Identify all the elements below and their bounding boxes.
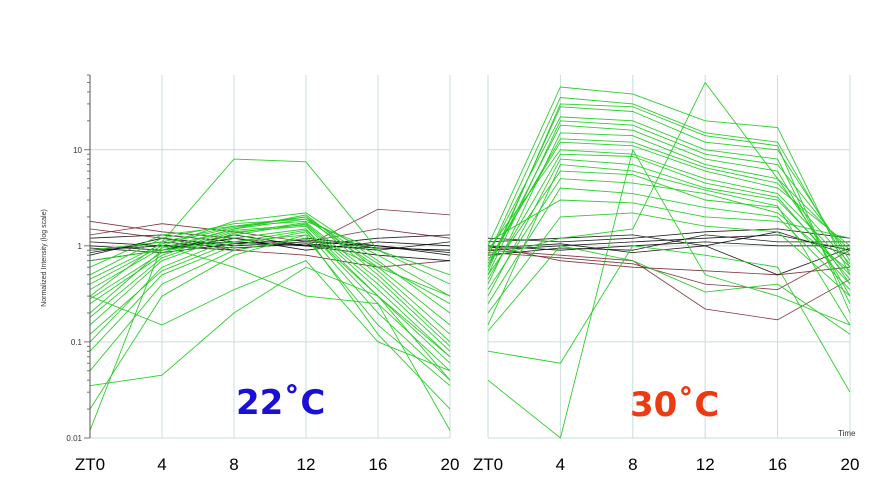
series-line-green [487,212,851,314]
series-line-green [487,178,851,290]
y-tick-label: 10 [73,146,82,155]
series-line-green [89,260,451,372]
x-tick-label: 4 [157,455,166,474]
series-line-green [487,81,851,285]
x-axis-label: Time [838,429,856,438]
y-tick-label: 0.01 [66,434,82,443]
condition-label-30c: 30˚C [630,385,719,425]
series-line-green [89,234,451,297]
y-axis-label: Normalized Intensity (log scale) [41,209,48,307]
series-line-black [487,243,851,276]
series-line-green [487,148,851,439]
series-line-green [487,86,851,275]
series-line-maroon [487,245,851,276]
series-line-maroon [487,249,851,291]
series-line-maroon [89,223,451,243]
x-tick-label: 16 [369,455,388,474]
series-line-green [89,229,451,358]
x-tick-label: 8 [229,455,238,474]
series-line-green [487,106,851,268]
x-tick-label: 12 [696,455,715,474]
series-line-green [89,225,451,364]
series-line-green [487,141,851,261]
x-tick-label: ZT0 [473,455,503,474]
x-tick-label: 16 [768,455,787,474]
series-line-maroon [487,249,851,321]
series-line-green [487,164,851,326]
series-line-green [487,153,851,280]
series-line-green [89,158,451,276]
series-line-green [487,245,851,335]
left-panel: 10 1 0.1 0.01 ZT0 4 8 12 16 20 [66,74,460,474]
series-line-black [487,231,851,256]
series-line-green [487,97,851,268]
series-line-black [487,234,850,256]
series-line-green [487,170,851,285]
series-line-green [89,224,451,358]
series-line-maroon [89,228,451,268]
series-line-green [89,220,451,285]
x-tick-label: 20 [841,455,860,474]
series-line-green [487,199,851,243]
series-line-green [487,103,851,314]
series-line-green [487,116,851,304]
series-line-green [89,222,451,347]
series-line-green [487,158,851,297]
series-line-green [89,218,451,326]
x-tick-label: 12 [297,455,316,474]
series-line-green [89,228,451,372]
x-tick-label: 20 [441,455,460,474]
series-line-green [89,266,451,387]
series-line-green [487,124,851,297]
condition-label-22c: 22˚C [236,383,325,423]
series-line-green [89,218,451,297]
series-line-green [89,216,451,305]
right-panel: ZT0 4 8 12 16 20 [473,75,860,474]
series-line-green [487,149,851,268]
x-tick-label: 4 [556,455,565,474]
y-tick-label: 1 [78,242,83,251]
x-tick-label: ZT0 [75,455,105,474]
series-line-green [487,120,851,275]
series-line-green [89,245,451,431]
x-tick-label: 8 [628,455,637,474]
series-line-green [487,132,851,285]
series-line-green [487,245,851,393]
y-tick-label: 0.1 [71,338,83,347]
series-line-green [89,237,451,387]
